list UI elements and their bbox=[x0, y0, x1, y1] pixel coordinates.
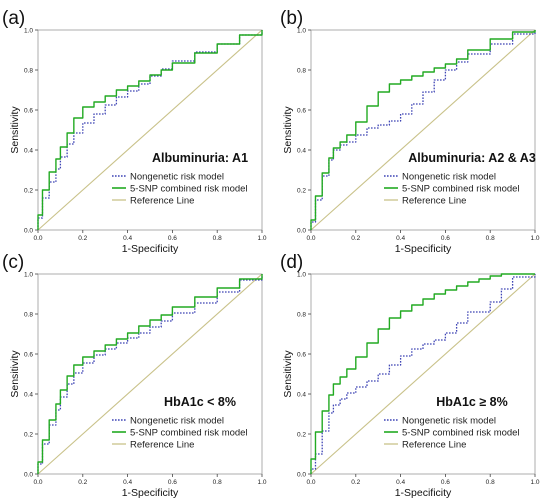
x-tick-label: 0.4 bbox=[396, 235, 405, 242]
panel-label: (d) bbox=[280, 252, 303, 273]
legend-label: Reference Line bbox=[402, 196, 466, 207]
x-tick-label: 0.8 bbox=[213, 479, 222, 486]
reference-line bbox=[37, 273, 263, 475]
legend-label: Nongenetic risk model bbox=[402, 416, 496, 427]
legend-label: 5-SNP combined risk model bbox=[402, 184, 520, 195]
reference-line bbox=[37, 29, 263, 231]
y-tick-label: 0.4 bbox=[24, 392, 33, 399]
x-axis-title: 1-Specificity bbox=[395, 487, 452, 499]
x-tick-label: 0.4 bbox=[123, 235, 132, 242]
legend-label: 5-SNP combined risk model bbox=[130, 184, 248, 195]
x-tick-label: 1.0 bbox=[530, 479, 539, 486]
panel-subtitle: HbA1c ≥ 8% bbox=[436, 395, 507, 409]
y-tick-label: 1.0 bbox=[24, 28, 33, 35]
panel-label: (b) bbox=[280, 8, 303, 29]
x-axis-title: 1-Specificity bbox=[122, 487, 179, 499]
x-axis-title: 1-Specificity bbox=[395, 243, 452, 255]
x-tick-label: 0.8 bbox=[486, 235, 495, 242]
y-tick-label: 0.2 bbox=[24, 432, 33, 439]
panel-subtitle: HbA1c < 8% bbox=[164, 395, 236, 409]
y-tick-label: 1.0 bbox=[24, 272, 33, 279]
x-tick-label: 0.6 bbox=[441, 479, 450, 486]
panel-label: (c) bbox=[2, 252, 24, 273]
y-tick-label: 0.6 bbox=[297, 352, 306, 359]
snp-curve bbox=[37, 274, 263, 474]
x-tick-label: 0.2 bbox=[78, 235, 87, 242]
y-tick-label: 0.0 bbox=[24, 472, 33, 479]
panel-label: (a) bbox=[2, 8, 25, 29]
x-tick-label: 0.6 bbox=[168, 235, 177, 242]
reference-line bbox=[310, 273, 536, 475]
panel-subtitle: Albuminuria: A2 & A3 bbox=[408, 151, 536, 165]
x-tick-label: 1.0 bbox=[530, 235, 539, 242]
y-tick-label: 0.2 bbox=[297, 432, 306, 439]
nongenetic-curve bbox=[310, 274, 536, 474]
x-tick-label: 1.0 bbox=[257, 479, 266, 486]
x-tick-label: 0.0 bbox=[306, 479, 315, 486]
legend-label: Nongenetic risk model bbox=[130, 172, 224, 183]
y-tick-label: 0.6 bbox=[297, 108, 306, 115]
legend-label: 5-SNP combined risk model bbox=[402, 428, 520, 439]
x-tick-label: 0.0 bbox=[33, 479, 42, 486]
snp-curve bbox=[310, 273, 535, 474]
x-tick-label: 0.2 bbox=[351, 479, 360, 486]
y-tick-label: 0.0 bbox=[297, 228, 306, 235]
y-tick-label: 0.2 bbox=[297, 188, 306, 195]
x-tick-label: 0.2 bbox=[78, 479, 87, 486]
x-tick-label: 0.8 bbox=[213, 235, 222, 242]
legend-label: Nongenetic risk model bbox=[130, 416, 224, 427]
roc-panel-b: (b) 0.0 0.2 0.4 0.6 0.8 1.0 0.0 0.2 0.4 0.6 0.8 1.0 1… bbox=[280, 8, 540, 255]
y-tick-label: 0.8 bbox=[24, 312, 33, 319]
y-axis-title: Sensitivity bbox=[9, 350, 21, 398]
y-tick-label: 0.8 bbox=[297, 68, 306, 75]
roc-panel-c: (c) 0.0 0.2 0.4 0.6 0.8 1.0 0.0 0.2 0.4 0.6 0.8 1.0 1… bbox=[2, 252, 267, 499]
snp-curve bbox=[37, 30, 263, 230]
panel-subtitle: Albuminuria: A1 bbox=[152, 151, 248, 165]
x-tick-label: 0.2 bbox=[351, 235, 360, 242]
x-tick-label: 0.4 bbox=[123, 479, 132, 486]
x-tick-label: 0.8 bbox=[486, 479, 495, 486]
snp-curve bbox=[310, 30, 536, 230]
legend-label: 5-SNP combined risk model bbox=[130, 428, 248, 439]
y-tick-label: 0.2 bbox=[24, 188, 33, 195]
x-axis-title: 1-Specificity bbox=[122, 243, 179, 255]
x-tick-label: 0.6 bbox=[168, 479, 177, 486]
y-tick-label: 0.4 bbox=[24, 148, 33, 155]
y-tick-label: 0.6 bbox=[24, 352, 33, 359]
y-tick-label: 0.8 bbox=[297, 312, 306, 319]
y-tick-label: 0.8 bbox=[24, 68, 33, 75]
x-tick-label: 0.4 bbox=[396, 479, 405, 486]
x-tick-label: 0.0 bbox=[306, 235, 315, 242]
y-tick-label: 0.4 bbox=[297, 392, 306, 399]
y-tick-label: 0.4 bbox=[297, 148, 306, 155]
reference-line bbox=[310, 29, 536, 231]
y-axis-title: Sensitivity bbox=[282, 350, 294, 398]
legend-label: Reference Line bbox=[130, 440, 194, 451]
y-tick-label: 0.6 bbox=[24, 108, 33, 115]
y-tick-label: 1.0 bbox=[297, 28, 306, 35]
y-axis-title: Sensitivity bbox=[9, 106, 21, 154]
x-tick-label: 0.0 bbox=[33, 235, 42, 242]
roc-panel-a: (a) 0.0 0.2 0.4 0.6 0.8 1.0 0.0 0.2 0.4 0.6 0.8 1.0 1… bbox=[2, 8, 267, 255]
y-axis-title: Sensitivity bbox=[282, 106, 294, 154]
legend-label: Nongenetic risk model bbox=[402, 172, 496, 183]
legend-label: Reference Line bbox=[402, 440, 466, 451]
x-tick-label: 0.6 bbox=[441, 235, 450, 242]
y-tick-label: 0.0 bbox=[297, 472, 306, 479]
y-tick-label: 1.0 bbox=[297, 272, 306, 279]
roc-panel-d: (d) 0.0 0.2 0.4 0.6 0.8 1.0 0.0 0.2 0.4 0.6 0.8 1.0 1… bbox=[280, 252, 540, 499]
x-tick-label: 1.0 bbox=[257, 235, 266, 242]
legend-label: Reference Line bbox=[130, 196, 194, 207]
y-tick-label: 0.0 bbox=[24, 228, 33, 235]
